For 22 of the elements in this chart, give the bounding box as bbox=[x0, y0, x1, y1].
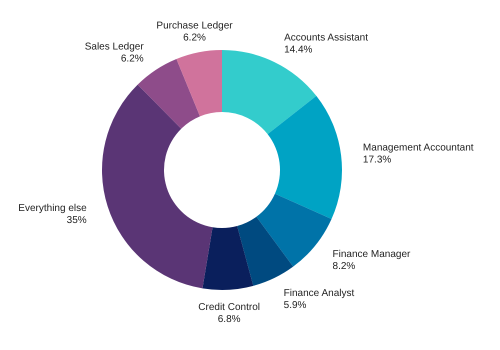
slice-label: Credit Control bbox=[198, 302, 260, 313]
slice-label: Finance Analyst bbox=[284, 288, 354, 299]
donut-slice bbox=[176, 50, 222, 116]
data-label: 5.9% bbox=[284, 300, 307, 311]
slice-label: Purchase Ledger bbox=[156, 20, 234, 32]
donut-slice bbox=[102, 84, 213, 288]
slice-label: Sales Ledger bbox=[84, 42, 144, 53]
donut-slice bbox=[237, 216, 294, 286]
data-label: 14.4% bbox=[284, 44, 313, 56]
slice-label: Accounts Assistant bbox=[284, 32, 368, 44]
slice-label: Finance Manager bbox=[332, 249, 412, 260]
slice-label: Everything else bbox=[18, 203, 88, 214]
data-label: 8.2% bbox=[332, 261, 356, 272]
data-label: 35% bbox=[66, 215, 87, 226]
donut-slice bbox=[256, 194, 332, 267]
data-label: 6.2% bbox=[183, 32, 206, 44]
data-label: 6.2% bbox=[120, 54, 144, 65]
donut-slice bbox=[268, 96, 342, 220]
data-label: 6.8% bbox=[218, 314, 241, 325]
data-label: 17.3% bbox=[362, 154, 392, 166]
slice-label: Management Accountant bbox=[362, 142, 474, 154]
donut-slice bbox=[202, 226, 254, 290]
